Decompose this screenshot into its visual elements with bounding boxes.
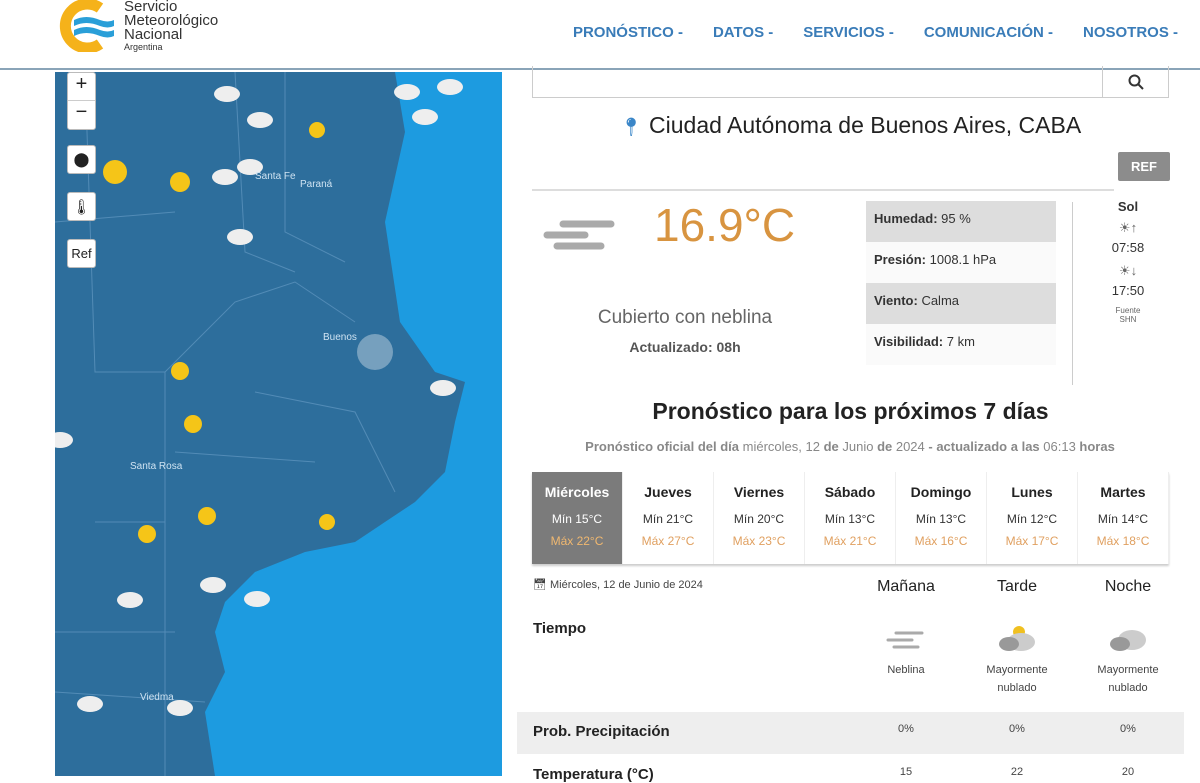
- current-description: Cubierto con neblina: [597, 307, 773, 328]
- forecast-title: Pronóstico para los próximos 7 días: [652, 398, 1049, 424]
- temp-night: 20: [1121, 766, 1135, 778]
- nav-servicios[interactable]: SERVICIOS -: [803, 24, 894, 41]
- thermometer-icon: 🌡: [71, 198, 92, 216]
- detail-date: 📅︎ Miércoles, 12 de Junio de 2024: [533, 578, 703, 592]
- sun-title: Sol: [1117, 199, 1139, 214]
- sunset-time: 17:50: [1111, 283, 1145, 298]
- sun-info: Sol ☀↑ 07:58 ☀↓ 17:50 Fuente SHN: [1100, 199, 1156, 324]
- main-nav: PRONÓSTICO - DATOS - SERVICIOS - COMUNIC…: [573, 24, 1178, 41]
- precip-night: 0%: [1120, 723, 1136, 735]
- zoom-control: + −: [67, 72, 96, 130]
- divider: [532, 189, 1114, 191]
- nav-datos[interactable]: DATOS -: [712, 24, 774, 41]
- fog-icon: [886, 631, 924, 649]
- map-marker-icon: 📍︎: [619, 117, 643, 137]
- day-tab[interactable]: Sábado Mín 13°C Máx 21°C: [805, 472, 896, 564]
- mostly-cloudy-night-icon: [1110, 630, 1146, 651]
- fog-icon: [543, 220, 615, 250]
- logo-line: Argentina: [124, 42, 163, 52]
- logo-line: Nacional: [124, 26, 183, 43]
- current-temperature: 16.9°C: [654, 199, 796, 251]
- source-label: Fuente: [1115, 306, 1141, 315]
- calendar-icon: 📅︎: [533, 579, 547, 591]
- map-label: Buenos: [323, 332, 357, 343]
- current-stats: Humedad: 95 % Presión: 1008.1 hPa Viento…: [866, 201, 1056, 365]
- map-land: Santa Fe Paraná Buenos Santa Rosa Viedma: [55, 72, 465, 776]
- ref-button[interactable]: REF: [1118, 152, 1170, 181]
- sunrise-time: 07:58: [1111, 240, 1145, 255]
- day-tab[interactable]: Jueves Mín 21°C Máx 27°C: [623, 472, 714, 564]
- tiempo-morning: Neblina: [887, 664, 925, 676]
- sunrise-icon: ☀↑: [1118, 220, 1138, 235]
- day-tab[interactable]: Viernes Mín 20°C Máx 23°C: [714, 472, 805, 564]
- period-night: Noche: [1104, 578, 1152, 595]
- weather-map[interactable]: Santa Fe Paraná Buenos Santa Rosa Viedma: [55, 72, 502, 776]
- mostly-cloudy-day-icon: [999, 626, 1035, 651]
- sunset-icon: ☀↓: [1118, 263, 1138, 278]
- tiempo-label: Tiempo: [533, 620, 587, 637]
- temperature-layer-button[interactable]: 🌡: [67, 192, 96, 221]
- zoom-out-button[interactable]: −: [75, 101, 88, 123]
- map-pin-icon: ⬤: [73, 151, 90, 167]
- stat-visibility: Visibilidad: 7 km: [866, 324, 1056, 365]
- temp-afternoon: 22: [1010, 766, 1024, 778]
- search-icon: [1128, 74, 1144, 90]
- period-afternoon: Tarde: [996, 578, 1038, 595]
- day-tab[interactable]: Martes Mín 14°C Máx 18°C: [1078, 472, 1169, 564]
- map-label: Santa Fe: [255, 171, 296, 182]
- logo-line: Meteorológico: [124, 12, 219, 29]
- tiempo-night: Mayormente nublado: [1097, 664, 1159, 694]
- city-title: 📍︎ Ciudad Autónoma de Buenos Aires, CABA: [532, 112, 1169, 139]
- nav-comunicacion[interactable]: COMUNICACIÓN -: [923, 24, 1053, 41]
- precip-afternoon: 0%: [1009, 723, 1025, 735]
- stat-pressure: Presión: 1008.1 hPa: [866, 242, 1056, 283]
- day-tab[interactable]: Miércoles Mín 15°C Máx 22°C: [532, 472, 623, 564]
- temp-morning: 15: [899, 766, 913, 778]
- stat-wind: Viento: Calma: [866, 283, 1056, 324]
- search-button[interactable]: [1102, 66, 1168, 98]
- weather-markers: [55, 79, 463, 716]
- temp-label: Temperatura (°C): [533, 766, 654, 783]
- stat-humidity: Humedad: 95 %: [866, 201, 1056, 242]
- nav-nosotros[interactable]: NOSOTROS -: [1082, 24, 1178, 41]
- updated-time: Actualizado: 08h: [629, 339, 741, 355]
- source-name: SHN: [1119, 315, 1137, 324]
- precip-label: Prob. Precipitación: [533, 723, 670, 740]
- city-name: Ciudad Autónoma de Buenos Aires, CABA: [649, 112, 1082, 138]
- zoom-in-button[interactable]: +: [68, 73, 95, 101]
- day-tab[interactable]: Lunes Mín 12°C Máx 17°C: [987, 472, 1078, 564]
- location-button[interactable]: ⬤: [67, 145, 96, 174]
- map-label: Viedma: [140, 692, 174, 703]
- map-label: Paraná: [300, 179, 333, 190]
- site-header: Servicio Meteorológico Nacional Argentin…: [0, 0, 1200, 70]
- nav-pronostico[interactable]: PRONÓSTICO -: [572, 24, 683, 41]
- smn-logo[interactable]: Servicio Meteorológico Nacional Argentin…: [58, 0, 218, 53]
- forecast-days: Miércoles Mín 15°C Máx 22°C Jueves Mín 21°C…: [532, 472, 1169, 564]
- day-tab[interactable]: Domingo Mín 13°C Máx 16°C: [896, 472, 987, 564]
- map-label: Santa Rosa: [130, 461, 183, 472]
- smn-logo-icon: [59, 0, 114, 52]
- forecast-subtitle: Pronóstico oficial del día miércoles, 12…: [585, 439, 1115, 454]
- divider: [1072, 202, 1073, 385]
- precip-row-bg: [517, 712, 1184, 754]
- tiempo-afternoon: Mayormente nublado: [986, 664, 1048, 694]
- precip-morning: 0%: [898, 723, 914, 735]
- logo-line: Servicio: [124, 0, 178, 15]
- ref-map-button[interactable]: Ref: [67, 239, 96, 268]
- search-bar[interactable]: [532, 66, 1169, 98]
- period-morning: Mañana: [877, 578, 935, 595]
